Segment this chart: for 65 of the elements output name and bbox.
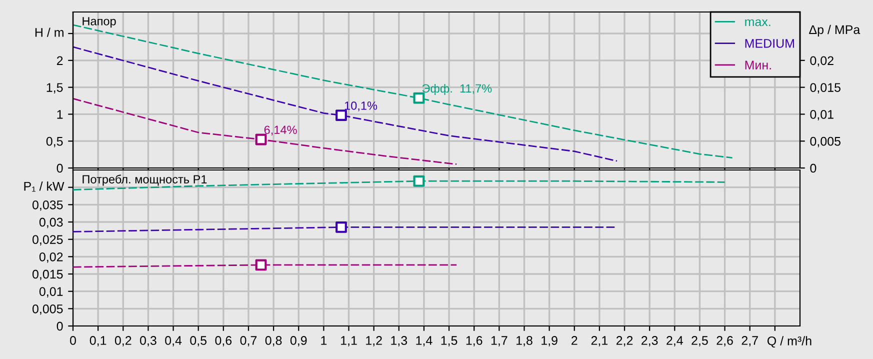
- y-tick-label: 0,5: [46, 136, 63, 148]
- point: [255, 134, 267, 146]
- point: [336, 221, 347, 233]
- x-tick-label: 0,1: [90, 336, 106, 346]
- x-tick-label: 0,6: [215, 336, 232, 346]
- x-tick-label: 0,7: [240, 336, 257, 346]
- x-tick-label: 1,1: [341, 336, 357, 346]
- x-tick-label: 2,1: [591, 336, 608, 346]
- y2-tick-label: 0,01: [810, 110, 834, 120]
- legend-label: MEDIUM: [745, 39, 794, 48]
- y-tick-label: 0,035: [32, 200, 63, 211]
- point: [413, 175, 425, 187]
- annotation: 10,1%: [344, 101, 378, 112]
- point: [336, 110, 347, 121]
- y-tick-label: 2: [56, 56, 63, 65]
- y2-axis-title: Δp / MPa: [809, 24, 860, 37]
- y-tick-label: 0: [56, 164, 63, 173]
- y2-tick-label: 0,015: [810, 83, 840, 94]
- annotation: Эфф. 11,7%: [422, 84, 492, 95]
- x-tick-label: 1,7: [491, 336, 508, 346]
- x-tick-label: 0,2: [114, 336, 132, 346]
- y2-tick-label: 0: [810, 164, 816, 173]
- point: [255, 259, 267, 271]
- x-tick-label: 0,5: [190, 336, 207, 346]
- legend-label: Мин.: [745, 60, 771, 70]
- line-series: [73, 98, 458, 165]
- x-tick-label: 1,4: [416, 336, 432, 346]
- x-tick-label: 2,2: [616, 336, 633, 346]
- x-tick-label: 1,8: [516, 336, 532, 346]
- x-tick-label: 1: [321, 336, 327, 345]
- y2-tick-label: 0,005: [810, 136, 840, 148]
- x-tick-label: 1,5: [441, 336, 458, 346]
- x-tick-label: 2,7: [742, 336, 758, 346]
- x-tick-label: 2,4: [666, 336, 683, 346]
- y-axis-title: P₁ / kW: [24, 182, 64, 192]
- y-tick-label: 0,005: [32, 304, 63, 315]
- annotation: Напор: [82, 17, 116, 28]
- legend-label: max.: [745, 19, 770, 26]
- y-tick-label: 0,015: [32, 270, 63, 280]
- annotation: Потребл. мощность P1: [82, 174, 207, 186]
- x-tick-label: 1,9: [542, 336, 558, 346]
- x-tick-label: 1,3: [391, 336, 408, 346]
- y2-tick-label: 0,02: [810, 56, 834, 67]
- line-series: [73, 46, 618, 162]
- x-tick-label: 0,3: [140, 336, 156, 346]
- y-tick-label: 1: [57, 110, 63, 119]
- x-tick-label: 1,2: [366, 336, 382, 346]
- x-axis-title: Q / m³/h: [767, 336, 812, 348]
- x-tick-label: 2,5: [692, 336, 708, 346]
- x-tick-label: 0: [70, 336, 76, 345]
- annotation: 6,14%: [264, 126, 297, 136]
- x-tick-label: 1,6: [466, 336, 482, 346]
- x-tick-label: 2,6: [716, 336, 733, 346]
- x-tick-label: 2: [572, 336, 578, 345]
- x-tick-label: 0,4: [165, 336, 182, 346]
- x-tick-label: 2,3: [642, 336, 658, 346]
- y-axis-title: H / m: [35, 28, 64, 37]
- y-tick-label: 0,02: [39, 252, 63, 263]
- y-tick-label: 0,01: [39, 287, 63, 298]
- x-tick-label: 0,9: [290, 336, 307, 346]
- y-tick-label: 0,025: [32, 235, 63, 246]
- y-tick-label: 0,03: [39, 218, 63, 228]
- y-tick-label: 0: [56, 322, 63, 331]
- y-tick-label: 1,5: [46, 83, 63, 94]
- x-tick-label: 0,8: [265, 336, 282, 346]
